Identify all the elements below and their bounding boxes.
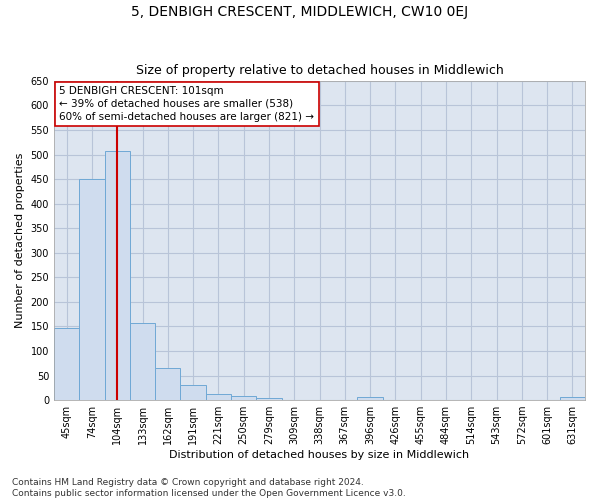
Bar xyxy=(54,328,79,400)
Bar xyxy=(206,394,231,400)
Text: Contains HM Land Registry data © Crown copyright and database right 2024.
Contai: Contains HM Land Registry data © Crown c… xyxy=(12,478,406,498)
Bar xyxy=(104,151,130,400)
Bar xyxy=(155,368,181,400)
Bar xyxy=(231,396,256,400)
Bar xyxy=(256,398,281,400)
Bar xyxy=(79,179,104,400)
Bar xyxy=(181,386,206,400)
Bar xyxy=(560,397,585,400)
Bar xyxy=(130,322,155,400)
Title: Size of property relative to detached houses in Middlewich: Size of property relative to detached ho… xyxy=(136,64,503,77)
Y-axis label: Number of detached properties: Number of detached properties xyxy=(15,153,25,328)
Bar xyxy=(358,397,383,400)
Text: 5 DENBIGH CRESCENT: 101sqm
← 39% of detached houses are smaller (538)
60% of sem: 5 DENBIGH CRESCENT: 101sqm ← 39% of deta… xyxy=(59,86,314,122)
Text: 5, DENBIGH CRESCENT, MIDDLEWICH, CW10 0EJ: 5, DENBIGH CRESCENT, MIDDLEWICH, CW10 0E… xyxy=(131,5,469,19)
X-axis label: Distribution of detached houses by size in Middlewich: Distribution of detached houses by size … xyxy=(169,450,470,460)
